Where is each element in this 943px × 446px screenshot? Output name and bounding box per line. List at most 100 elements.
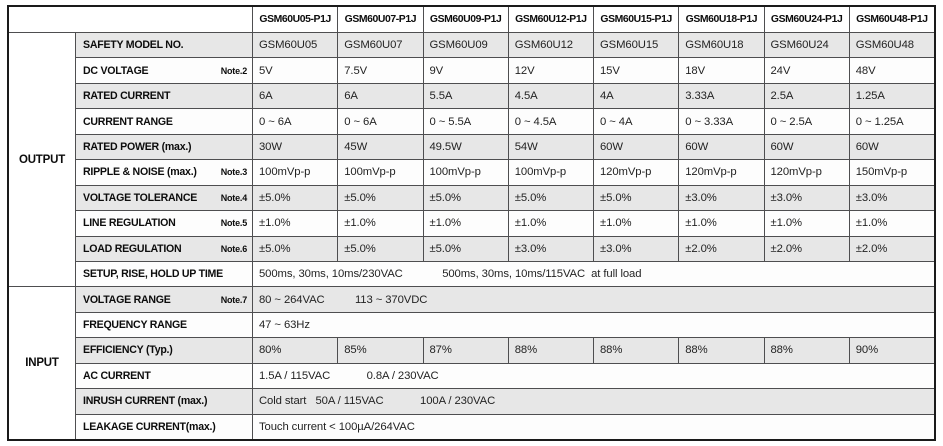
spec-value: 0 ~ 4A: [594, 109, 679, 134]
spec-name-label: SETUP, RISE, HOLD UP TIME: [83, 268, 223, 281]
spec-value: GSM60U12: [508, 33, 593, 58]
spec-value: ±2.0%: [764, 236, 849, 261]
spec-value: 100mVp-p: [253, 160, 338, 185]
spec-value: 0 ~ 6A: [253, 109, 338, 134]
spec-value: 5V: [253, 58, 338, 83]
spec-name-label: RATED CURRENT: [83, 90, 171, 103]
spec-name-label: DC VOLTAGE: [83, 64, 149, 77]
column-header-model: GSM60U07-P1J: [338, 7, 423, 32]
spec-value-spanned: Cold start 50A / 115VAC 100A / 230VAC: [253, 389, 934, 414]
spec-value: 0 ~ 2.5A: [764, 109, 849, 134]
spec-value: ±1.0%: [253, 211, 338, 236]
spec-value: ±1.0%: [679, 211, 764, 236]
spec-value: 0 ~ 3.33A: [679, 109, 764, 134]
spec-name-label: RATED POWER (max.): [83, 140, 192, 153]
spec-value: ±1.0%: [338, 211, 423, 236]
spec-name-label: SAFETY MODEL NO.: [83, 39, 184, 52]
column-header-model: GSM60U12-P1J: [508, 7, 593, 32]
spec-value: 24V: [764, 58, 849, 83]
spec-value: 60W: [594, 134, 679, 160]
spec-name: CURRENT RANGE: [76, 109, 252, 134]
spec-value: 1.25A: [849, 83, 934, 109]
spec-value: 30W: [253, 134, 338, 160]
spec-value: 12V: [508, 58, 593, 83]
spec-value: 60W: [849, 134, 934, 160]
column-header-model: GSM60U05-P1J: [253, 7, 338, 32]
spec-name-label: LEAKAGE CURRENT(max.): [83, 420, 216, 433]
spec-value-spanned: Touch current < 100µA/264VAC: [253, 414, 934, 439]
spec-name: RIPPLE & NOISE (max.) Note.3: [76, 160, 252, 185]
spec-value: ±3.0%: [764, 185, 849, 211]
spec-value: GSM60U15: [594, 33, 679, 58]
spec-name: LINE REGULATION Note.5: [76, 211, 252, 236]
spec-value: GSM60U18: [679, 33, 764, 58]
spec-value: ±2.0%: [849, 236, 934, 261]
spec-value: 0 ~ 4.5A: [508, 109, 593, 134]
spec-value: 88%: [679, 338, 764, 363]
column-header-model: GSM60U24-P1J: [764, 7, 849, 32]
spec-value: 88%: [508, 338, 593, 363]
spec-value-spanned: 80 ~ 264VAC 113 ~ 370VDC: [253, 287, 934, 312]
spec-value: 90%: [849, 338, 934, 363]
spec-value: ±5.0%: [423, 185, 508, 211]
table-corner-cell: [9, 7, 252, 32]
spec-name: RATED POWER (max.): [76, 134, 252, 160]
spec-value: ±1.0%: [764, 211, 849, 236]
spec-value: 45W: [338, 134, 423, 160]
spec-name: SETUP, RISE, HOLD UP TIME: [76, 261, 252, 287]
spec-value: ±1.0%: [594, 211, 679, 236]
spec-value-spanned: 1.5A / 115VAC 0.8A / 230VAC: [253, 363, 934, 389]
spec-name-label: RIPPLE & NOISE (max.): [83, 166, 197, 179]
spec-value: 7.5V: [338, 58, 423, 83]
spec-value: 100mVp-p: [423, 160, 508, 185]
spec-value: 9V: [423, 58, 508, 83]
spec-value: 0 ~ 6A: [338, 109, 423, 134]
spec-value: GSM60U07: [338, 33, 423, 58]
spec-value: ±5.0%: [423, 236, 508, 261]
column-header-model: GSM60U48-P1J: [849, 7, 934, 32]
spec-name-label: LOAD REGULATION: [83, 242, 182, 255]
spec-note: Note.6: [220, 243, 248, 254]
spec-value: 120mVp-p: [764, 160, 849, 185]
spec-value: 6A: [338, 83, 423, 109]
spec-value: 87%: [423, 338, 508, 363]
spec-value: 5.5A: [423, 83, 508, 109]
column-header-model: GSM60U09-P1J: [423, 7, 508, 32]
spec-name: AC CURRENT: [76, 363, 252, 389]
spec-value: 0 ~ 5.5A: [423, 109, 508, 134]
spec-value: ±3.0%: [679, 185, 764, 211]
spec-name-label: INRUSH CURRENT (max.): [83, 395, 208, 408]
spec-value: GSM60U48: [849, 33, 934, 58]
spec-value: ±5.0%: [338, 236, 423, 261]
spec-value: 0 ~ 1.25A: [849, 109, 934, 134]
spec-value: ±5.0%: [253, 185, 338, 211]
spec-value: 120mVp-p: [594, 160, 679, 185]
spec-name: LOAD REGULATION Note.6: [76, 236, 252, 261]
spec-value: ±3.0%: [594, 236, 679, 261]
spec-name: INRUSH CURRENT (max.): [76, 389, 252, 414]
spec-note: Note.2: [220, 65, 248, 76]
spec-value: 15V: [594, 58, 679, 83]
spec-name: DC VOLTAGE Note.2: [76, 58, 252, 83]
spec-name-label: FREQUENCY RANGE: [83, 319, 187, 332]
spec-value: 60W: [679, 134, 764, 160]
spec-value: 85%: [338, 338, 423, 363]
spec-value-spanned: 500ms, 30ms, 10ms/230VAC 500ms, 30ms, 10…: [253, 261, 934, 287]
spec-note: Note.4: [220, 192, 248, 203]
spec-value: 54W: [508, 134, 593, 160]
spec-value: ±1.0%: [508, 211, 593, 236]
spec-value: ±5.0%: [338, 185, 423, 211]
spec-value: 48V: [849, 58, 934, 83]
spec-value-spanned: 47 ~ 63Hz: [253, 312, 934, 338]
spec-name-label: CURRENT RANGE: [83, 115, 173, 128]
column-header-model: GSM60U15-P1J: [594, 7, 679, 32]
spec-name-label: VOLTAGE RANGE: [83, 293, 171, 306]
spec-name: EFFICIENCY (Typ.): [76, 338, 252, 363]
spec-name: FREQUENCY RANGE: [76, 312, 252, 338]
spec-name: LEAKAGE CURRENT(max.): [76, 414, 252, 439]
spec-name-label: AC CURRENT: [83, 369, 151, 382]
spec-value: 3.33A: [679, 83, 764, 109]
spec-name: VOLTAGE TOLERANCE Note.4: [76, 185, 252, 211]
power-supply-spec-table: GSM60U05-P1J GSM60U07-P1J GSM60U09-P1J G…: [7, 5, 936, 441]
spec-value: ±1.0%: [849, 211, 934, 236]
